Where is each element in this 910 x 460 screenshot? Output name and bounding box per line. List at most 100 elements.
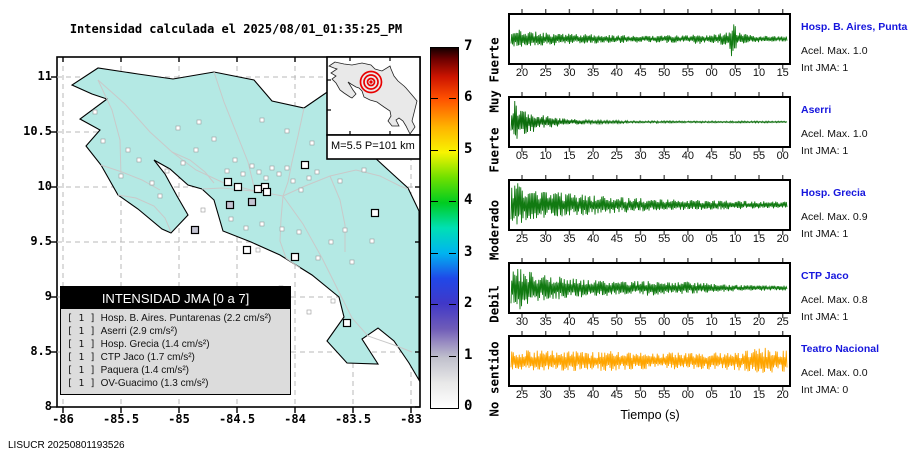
station-marker: [149, 180, 155, 186]
waveform-tick-label: 10: [539, 150, 552, 162]
station-marker: [125, 147, 131, 153]
colorbar-tick-label: 0: [464, 398, 473, 414]
colorbar-tick-label: 1: [464, 346, 473, 363]
waveform-plot: [508, 258, 791, 318]
magnitude-caption-box: [326, 134, 421, 160]
waveform-tick-label: 25: [539, 67, 552, 79]
waveform-plot: [508, 175, 791, 235]
legend-station-name: Aserri (2.9 cm/s²): [100, 326, 178, 337]
waveform-tick-label: 00: [658, 316, 671, 328]
waveform-trace: [510, 24, 788, 57]
station-marker: [200, 207, 206, 213]
colorbar-tick: [431, 98, 438, 100]
colorbar-scale-label: Fuerte: [486, 127, 502, 173]
waveform-tick-label: 40: [681, 150, 695, 162]
station-int-jma: Int JMA: 0: [801, 384, 849, 396]
lon-tick-label: -83: [400, 412, 422, 426]
waveform-tick-label: 40: [586, 389, 600, 401]
waveform-trace: [510, 268, 788, 310]
station-marker: [240, 171, 246, 177]
legend-item: [ 1 ] CTP Jaco (1.7 cm/s²): [61, 351, 290, 364]
colorbar-tick: [449, 149, 456, 151]
waveform-tick-label: 55: [658, 389, 671, 401]
waveform-tick-label: 45: [634, 67, 647, 79]
station-marker: [263, 175, 269, 181]
lon-tick-label: -86: [52, 412, 74, 426]
station-marker: [157, 193, 163, 199]
waveform-tick-label: 20: [752, 316, 766, 328]
waveform-tick-label: 30: [634, 150, 647, 162]
intensity-colorbar: [430, 47, 459, 409]
legend-item: [ 1 ] Hosp. Grecia (1.4 cm/s²): [61, 338, 290, 351]
station-acel-max: Acel. Max. 1.0: [801, 128, 868, 140]
colorbar-scale-label: Muy Fuerte: [486, 37, 502, 113]
waveform-tick-label: 55: [658, 233, 671, 245]
station-acel-max: Acel. Max. 1.0: [801, 45, 868, 57]
station-marker: [276, 171, 282, 177]
colorbar-tick: [431, 355, 438, 357]
colorbar-tick: [431, 252, 438, 254]
waveform-tick-label: 30: [539, 233, 552, 245]
intensity-station-marker: [262, 187, 272, 197]
station-marker: [211, 136, 217, 142]
colorbar-tick-label: 2: [464, 295, 473, 312]
waveform-tick-label: 50: [634, 233, 647, 245]
colorbar-scale-label: No sentido: [486, 341, 502, 417]
lon-tick-label: -84: [284, 412, 306, 426]
station-marker: [328, 239, 334, 245]
waveform-tick-label: 15: [729, 316, 742, 328]
intensity-station-marker: [247, 197, 257, 207]
waveform-tick-label: 35: [586, 67, 600, 79]
station-marker: [314, 169, 320, 175]
legend-intensity-badge: [ 1 ]: [67, 339, 96, 350]
magnitude-depth-caption: M=5.5 P=101 km: [331, 140, 415, 152]
waveform-tick-label: 20: [776, 389, 789, 401]
waveform-tick-label: 50: [634, 389, 647, 401]
station-markers: [92, 109, 380, 328]
station-marker: [309, 140, 315, 146]
waveform-tick-label: 15: [776, 67, 789, 79]
waveform-tick-label: 50: [658, 67, 671, 79]
waveform-panel: [508, 175, 792, 235]
waveform-tick-label: 35: [563, 233, 576, 245]
station-marker: [342, 227, 348, 233]
waveform-panel: [508, 258, 792, 318]
station-marker: [224, 168, 230, 174]
station-name: CTP Jaco: [801, 270, 849, 282]
epicenter-icon: [359, 70, 383, 94]
waveform-tick-label: 05: [705, 389, 718, 401]
station-marker: [296, 229, 302, 235]
station-marker: [259, 221, 265, 227]
waveform-tick-label: 25: [610, 150, 623, 162]
watermark-text: LISUCR 20250801193526: [8, 440, 125, 451]
waveform-tick-label: 15: [752, 233, 766, 245]
station-marker: [136, 157, 142, 163]
waveform-tick-label: 30: [515, 316, 529, 328]
colorbar-scale-label: Debil: [486, 285, 502, 323]
legend-intensity-badge: [ 1 ]: [67, 313, 96, 324]
waveform-tick-label: 00: [776, 150, 789, 162]
station-name: Aserri: [801, 104, 832, 116]
legend-item: [ 1 ] Aserri (2.9 cm/s²): [61, 325, 290, 338]
waveform-tick-label: 45: [705, 150, 718, 162]
station-int-jma: Int JMA: 1: [801, 145, 849, 157]
waveform-tick-label: 05: [729, 67, 742, 79]
legend-station-name: Hosp. Grecia (1.4 cm/s²): [100, 339, 210, 350]
waveform-tick-label: 25: [515, 233, 529, 245]
intensity-legend: INTENSIDAD JMA [0 a 7] [ 1 ] Hosp. B. Air…: [60, 286, 291, 395]
intensity-station-marker: [300, 160, 310, 170]
waveform-trace: [510, 100, 788, 139]
lat-tick-label: 11: [37, 69, 52, 83]
waveform-tick-label: 35: [539, 316, 552, 328]
station-acel-max: Acel. Max. 0.8: [801, 294, 868, 306]
waveform-tick-label: 50: [610, 316, 623, 328]
colorbar-tick: [449, 252, 456, 254]
station-int-jma: Int JMA: 1: [801, 62, 849, 74]
station-marker: [349, 259, 355, 265]
colorbar-tick: [449, 304, 456, 306]
waveform-plot: [508, 331, 791, 391]
waveform-tick-label: 20: [515, 67, 529, 79]
waveform-tick-label: 40: [563, 316, 576, 328]
intensity-station-marker: [223, 177, 233, 187]
